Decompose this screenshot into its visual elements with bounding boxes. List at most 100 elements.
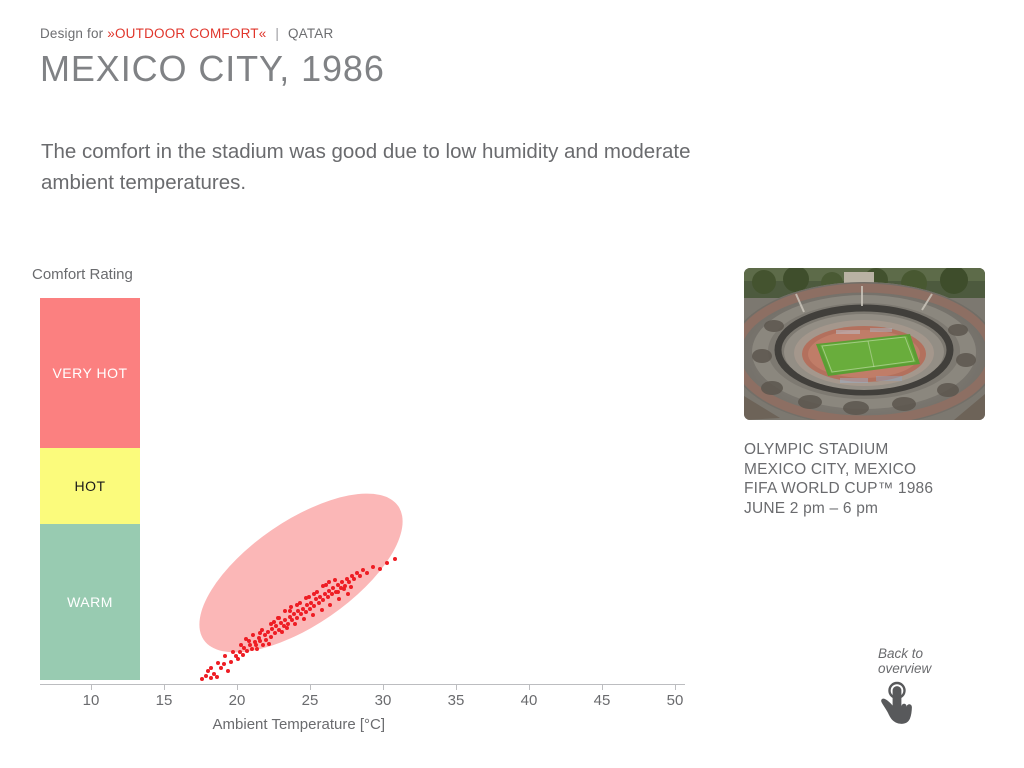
scatter-point — [237, 649, 242, 654]
scatter-point — [322, 591, 327, 596]
scatter-point — [318, 594, 323, 599]
x-axis-tick — [602, 684, 603, 690]
scatter-point — [354, 570, 359, 575]
scatter-point — [245, 649, 250, 654]
scatter-point — [296, 609, 301, 614]
scatter-point — [344, 577, 349, 582]
scatter-point — [246, 638, 251, 643]
scatter-point — [312, 591, 317, 596]
scatter-point — [262, 632, 267, 637]
scatter-point — [208, 676, 213, 681]
scatter-plot-canvas — [0, 280, 720, 690]
x-axis-tick-label: 20 — [228, 692, 246, 709]
scatter-point — [243, 637, 248, 642]
x-axis-tick — [91, 684, 92, 690]
scatter-point — [280, 630, 285, 635]
scatter-point — [271, 619, 276, 624]
scatter-point — [335, 582, 340, 587]
scatter-point — [294, 615, 299, 620]
scatter-point — [335, 590, 340, 595]
scatter-point — [303, 596, 308, 601]
scatter-point — [294, 603, 299, 608]
scatter-point — [340, 579, 345, 584]
scatter-point — [274, 624, 279, 629]
scatter-point — [264, 638, 269, 643]
scatter-point — [338, 586, 343, 591]
venue-caption-line-2: MEXICO CITY, MEXICO — [744, 460, 917, 478]
scatter-point — [253, 643, 258, 648]
scatter-point — [248, 642, 253, 647]
tap-hand-icon[interactable] — [878, 681, 922, 727]
scatter-point — [267, 642, 272, 646]
scatter-point — [255, 647, 260, 652]
scatter-point — [319, 607, 324, 612]
scatter-point — [321, 598, 326, 603]
scatter-point — [233, 653, 238, 658]
scatter-point — [343, 583, 348, 588]
scatter-point — [302, 617, 307, 622]
scatter-point — [385, 560, 390, 565]
legend-band-label: HOT — [74, 478, 106, 494]
scatter-point — [326, 580, 331, 585]
x-axis-tick — [237, 684, 238, 690]
scatter-point — [310, 613, 315, 618]
breadcrumb-separator: | — [275, 26, 280, 41]
scatter-point — [208, 665, 213, 670]
scatter-point — [242, 645, 247, 650]
scatter-point — [216, 661, 221, 666]
back-to-overview-button[interactable]: Back to overview — [878, 646, 988, 727]
scatter-point — [218, 666, 223, 671]
scatter-point — [278, 621, 283, 626]
scatter-point — [265, 629, 270, 634]
breadcrumb-prefix: Design for — [40, 26, 104, 41]
scatter-point — [258, 630, 263, 635]
scatter-point — [324, 582, 329, 587]
x-axis-tick-label: 50 — [666, 692, 684, 709]
scatter-point — [337, 597, 342, 602]
scatter-point — [284, 626, 289, 631]
legend-band-hot: HOT — [40, 448, 140, 524]
scatter-point — [328, 602, 333, 607]
scatter-point — [341, 586, 346, 591]
x-axis-tick-label: 35 — [447, 692, 465, 709]
back-to-overview-line-1: Back to — [878, 646, 924, 661]
scatter-point — [360, 567, 365, 572]
scatter-point — [290, 618, 295, 623]
scatter-point — [326, 588, 331, 593]
scatter-point — [226, 668, 231, 673]
scatter-point — [223, 654, 228, 659]
legend-band-warm: WARM — [40, 524, 140, 680]
scatter-point — [306, 595, 311, 600]
legend-band-label: VERY HOT — [52, 365, 128, 381]
y-axis-title: Comfort Rating — [32, 266, 133, 283]
x-axis-tick-label: 30 — [374, 692, 392, 709]
scatter-point — [370, 564, 375, 569]
scatter-point — [277, 627, 282, 632]
scatter-point — [289, 605, 294, 610]
x-axis-tick — [310, 684, 311, 690]
scatter-point — [261, 642, 266, 647]
scatter-point — [239, 642, 244, 647]
intro-paragraph: The comfort in the stadium was good due … — [41, 140, 691, 194]
back-to-overview-line-2: overview — [878, 661, 932, 676]
scatter-point — [204, 674, 209, 679]
x-axis-tick — [164, 684, 165, 690]
scatter-point — [299, 612, 304, 617]
scatter-point — [281, 624, 286, 629]
scatter-point — [321, 584, 326, 589]
comfort-rating-legend: VERY HOT HOT WARM — [40, 298, 140, 680]
scatter-point — [256, 636, 261, 641]
x-axis-tick-label: 10 — [82, 692, 100, 709]
scatter-point — [309, 600, 314, 605]
x-axis-tick-label: 45 — [593, 692, 611, 709]
venue-caption-line-3: FIFA WORLD CUP™ 1986 — [744, 480, 934, 498]
scatter-point — [345, 592, 350, 597]
scatter-point — [251, 632, 256, 637]
scatter-point — [286, 621, 291, 626]
scatter-point — [316, 601, 321, 606]
scatter-point — [205, 668, 210, 673]
scatter-point — [293, 622, 298, 627]
x-axis-tick-label: 40 — [520, 692, 538, 709]
scatter-point — [277, 616, 282, 621]
comfort-chart: Comfort Rating VERY HOT HOT WARM 10 15 20 2… — [0, 266, 720, 733]
